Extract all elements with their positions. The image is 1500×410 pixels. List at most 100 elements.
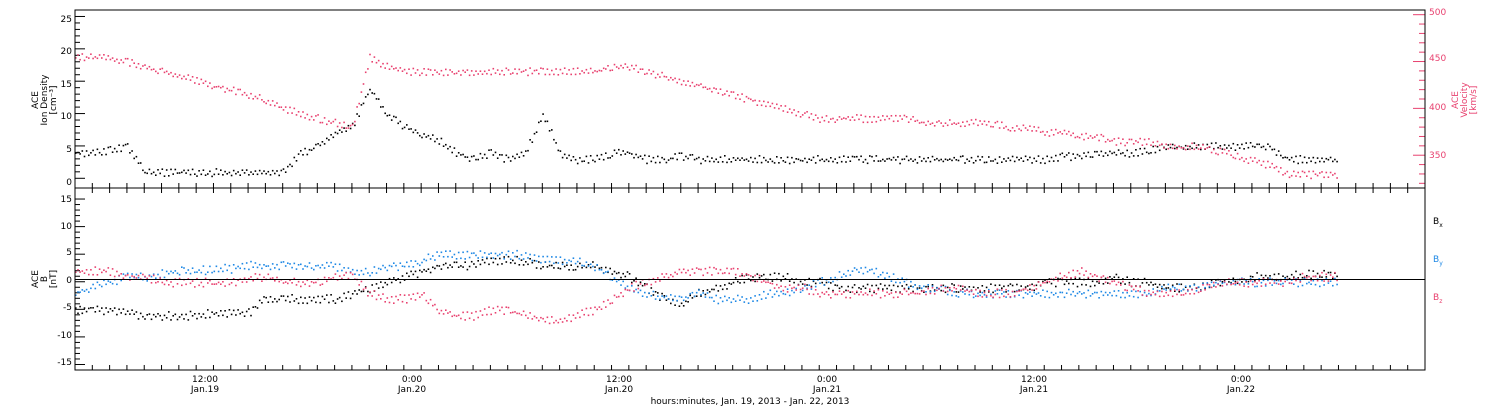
point-black bbox=[1122, 278, 1124, 280]
right-ytick-450: 450 bbox=[1429, 54, 1446, 64]
point-magenta bbox=[680, 271, 683, 274]
point-blue bbox=[657, 295, 659, 297]
point-magenta bbox=[1195, 287, 1198, 289]
point-blue bbox=[181, 266, 183, 268]
point-blue bbox=[1197, 286, 1200, 288]
point-black bbox=[979, 159, 981, 161]
point-magenta bbox=[142, 273, 144, 276]
point-magenta bbox=[657, 277, 659, 279]
point-blue bbox=[899, 281, 901, 284]
point-magenta bbox=[1096, 275, 1098, 277]
point-magenta bbox=[879, 119, 882, 122]
point-black bbox=[326, 137, 328, 140]
point-magenta bbox=[321, 121, 324, 124]
point-black bbox=[319, 301, 322, 304]
point-magenta bbox=[386, 297, 389, 299]
point-blue bbox=[183, 267, 185, 269]
point-black bbox=[241, 169, 244, 171]
point-magenta bbox=[587, 314, 590, 317]
point-black bbox=[1171, 143, 1174, 146]
point-magenta bbox=[265, 102, 267, 105]
point-black bbox=[278, 298, 280, 301]
point-magenta bbox=[96, 57, 99, 60]
point-black bbox=[150, 172, 153, 175]
point-blue bbox=[1026, 293, 1029, 295]
point-blue bbox=[408, 265, 410, 268]
point-magenta bbox=[674, 271, 676, 274]
point-black bbox=[685, 155, 687, 158]
point-black bbox=[877, 160, 880, 162]
point-black bbox=[895, 159, 897, 161]
point-magenta bbox=[830, 297, 832, 299]
point-blue bbox=[596, 264, 598, 266]
point-black bbox=[1319, 160, 1321, 163]
point-magenta bbox=[263, 101, 265, 103]
point-magenta bbox=[708, 266, 711, 269]
point-magenta bbox=[1037, 126, 1040, 129]
point-black bbox=[1171, 284, 1174, 287]
point-blue bbox=[323, 267, 326, 269]
point-magenta bbox=[345, 271, 347, 274]
point-black bbox=[1081, 157, 1083, 160]
point-black bbox=[763, 273, 765, 276]
point-black bbox=[581, 160, 583, 163]
point-black bbox=[360, 290, 363, 293]
point-blue bbox=[445, 250, 447, 252]
point-black bbox=[968, 286, 971, 288]
point-magenta bbox=[479, 310, 482, 312]
point-magenta bbox=[397, 69, 399, 72]
point-magenta bbox=[724, 93, 726, 95]
point-magenta bbox=[1037, 281, 1040, 283]
point-black bbox=[1087, 151, 1090, 154]
point-black bbox=[715, 158, 717, 161]
point-black bbox=[912, 290, 914, 293]
point-magenta bbox=[1258, 279, 1260, 282]
point-black bbox=[1267, 143, 1269, 145]
point-magenta bbox=[544, 320, 547, 323]
point-magenta bbox=[113, 60, 116, 62]
point-magenta bbox=[670, 76, 672, 79]
point-magenta bbox=[1076, 270, 1079, 272]
point-blue bbox=[403, 265, 406, 268]
point-black bbox=[836, 284, 839, 287]
point-black bbox=[704, 293, 707, 296]
point-magenta bbox=[187, 74, 190, 76]
point-magenta bbox=[436, 71, 438, 74]
point-blue bbox=[438, 255, 441, 257]
point-magenta bbox=[1297, 171, 1299, 174]
point-black bbox=[1280, 154, 1282, 157]
point-black bbox=[737, 157, 739, 160]
point-black bbox=[927, 285, 929, 288]
point-magenta bbox=[1096, 134, 1098, 136]
point-magenta bbox=[682, 268, 685, 271]
point-blue bbox=[711, 296, 713, 299]
point-blue bbox=[425, 259, 428, 262]
point-black bbox=[918, 156, 921, 158]
point-black bbox=[278, 174, 280, 177]
point-magenta bbox=[737, 268, 739, 270]
point-black bbox=[83, 307, 86, 309]
point-black bbox=[406, 124, 408, 126]
point-blue bbox=[1061, 291, 1064, 294]
point-magenta bbox=[1332, 276, 1334, 278]
point-magenta bbox=[109, 274, 112, 276]
point-black bbox=[137, 162, 140, 164]
point-blue bbox=[951, 294, 953, 297]
point-blue bbox=[678, 295, 681, 298]
point-magenta bbox=[453, 314, 456, 317]
point-magenta bbox=[1312, 170, 1315, 173]
point-magenta bbox=[462, 69, 464, 72]
point-black bbox=[243, 315, 246, 317]
point-black bbox=[1098, 282, 1100, 284]
point-black bbox=[927, 157, 929, 159]
point-black bbox=[1050, 282, 1053, 285]
point-blue bbox=[1267, 279, 1269, 282]
point-black bbox=[88, 154, 90, 157]
point-magenta bbox=[168, 73, 170, 75]
point-magenta bbox=[492, 67, 495, 70]
point-black bbox=[373, 92, 376, 95]
point-blue bbox=[326, 261, 328, 264]
point-black bbox=[1286, 275, 1289, 278]
point-magenta bbox=[1113, 138, 1116, 140]
